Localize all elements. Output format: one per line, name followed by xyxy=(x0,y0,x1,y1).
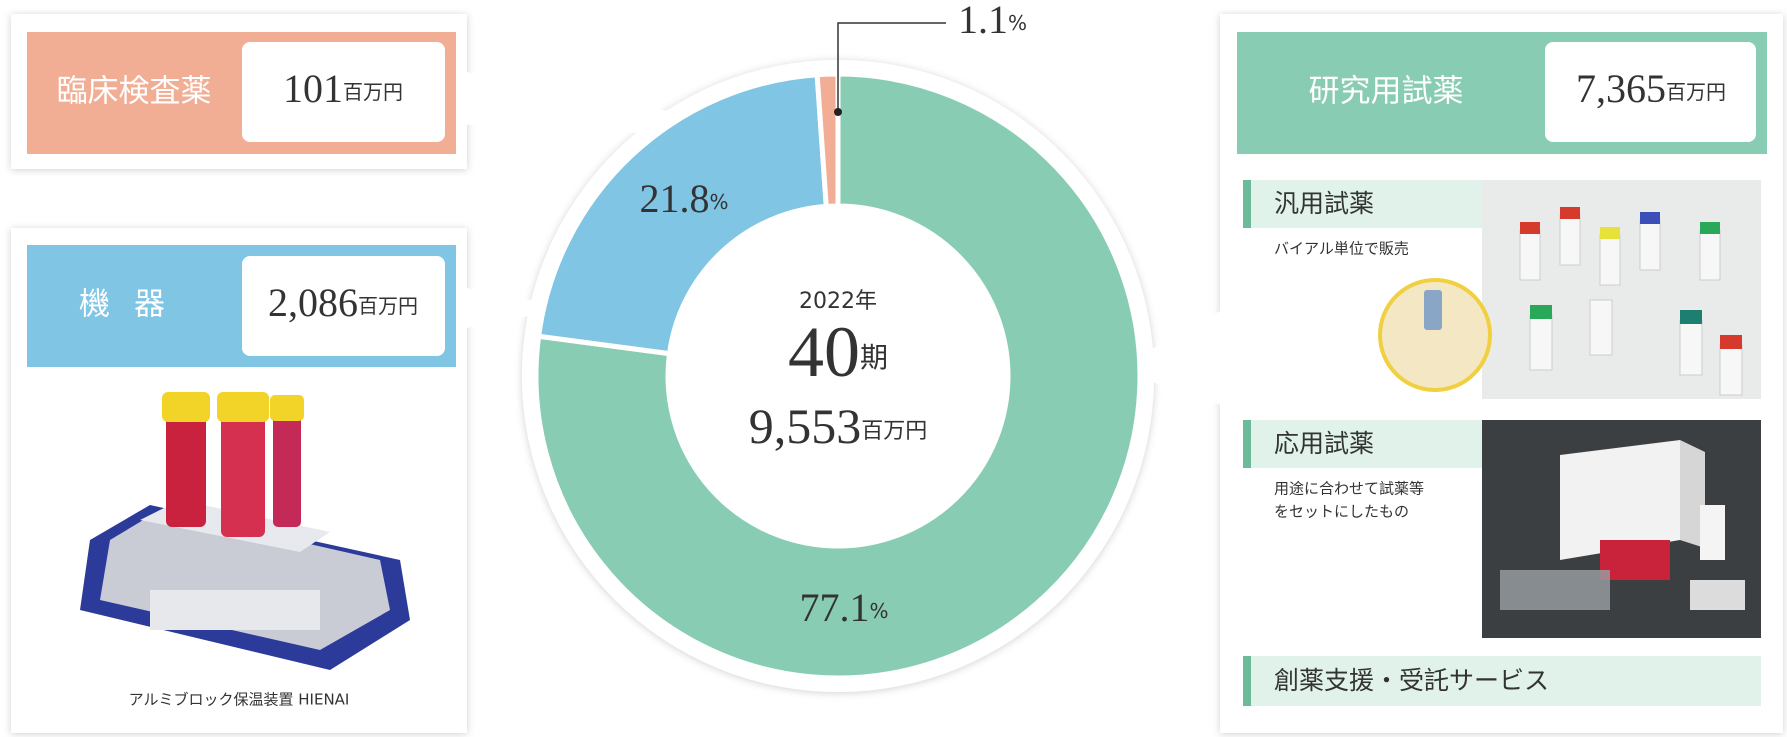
kit-photo xyxy=(1482,420,1761,638)
category-label: 臨床検査薬 xyxy=(57,74,212,110)
category-label: 研究用試薬 xyxy=(1309,74,1464,110)
total-value: 9,553 xyxy=(749,398,862,454)
item-description: 用途に合わせて試薬等 xyxy=(1274,480,1424,498)
item-description: バイアル単位で販売 xyxy=(1274,240,1409,258)
item-title: 汎用試薬 xyxy=(1274,189,1374,218)
item-bar xyxy=(1243,180,1251,228)
value-label: 1.1% xyxy=(958,0,1027,42)
item-description: をセットにしたもの xyxy=(1274,503,1409,521)
amount-value: 2,086 xyxy=(268,280,358,325)
item-title: 創薬支援・受託サービス xyxy=(1274,666,1549,695)
period-unit: 期 xyxy=(860,341,888,374)
period-value: 40 xyxy=(788,312,860,392)
amount-unit: 百万円 xyxy=(358,294,418,318)
amount-value: 101 xyxy=(283,66,343,111)
amount-unit: 百万円 xyxy=(343,80,403,104)
item-title: 応用試薬 xyxy=(1274,429,1374,458)
item-bar xyxy=(1243,420,1251,468)
amount-unit: 百万円 xyxy=(1666,80,1726,104)
category-label: 機器 xyxy=(79,287,189,323)
photo-caption: アルミブロック保温装置 HIENAI xyxy=(129,691,350,709)
item-bar xyxy=(1243,656,1251,706)
total-unit: 百万円 xyxy=(861,419,927,444)
infographic: 臨床検査薬 101百万円 機器 2,086百万円 アルミブロック保温装置 HIE… xyxy=(0,0,1787,737)
amount-value: 7,365 xyxy=(1576,66,1666,111)
center-year: 2022年 xyxy=(799,289,877,314)
leader-dot xyxy=(834,108,842,116)
